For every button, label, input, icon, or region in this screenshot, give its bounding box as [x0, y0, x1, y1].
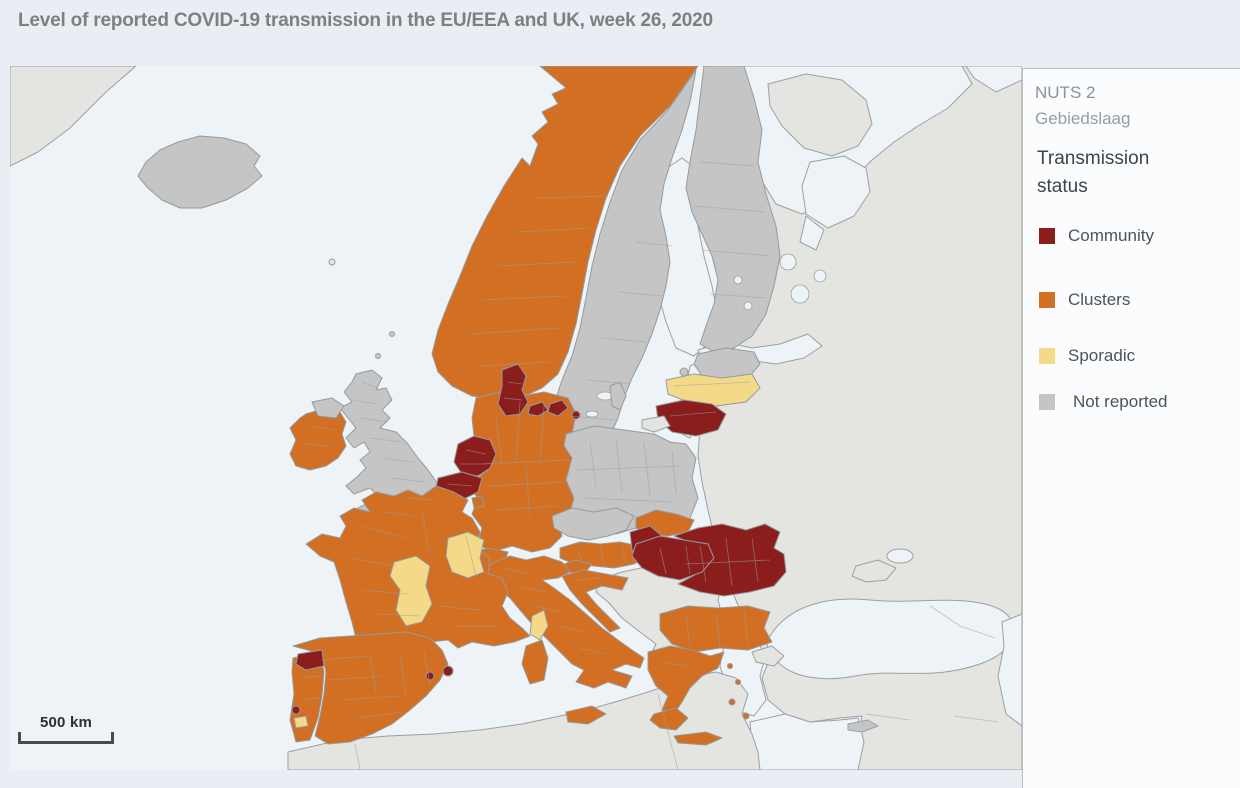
region-denmark	[497, 363, 529, 417]
region-iceland	[137, 135, 263, 209]
region-kola-peninsula	[767, 73, 873, 157]
region-portugal-alentejo	[293, 715, 309, 729]
region-netherlands	[453, 435, 497, 477]
legend-layer-sublabel: Gebiedslaag	[1035, 109, 1131, 128]
sporadic-swatch	[1039, 348, 1055, 365]
region-sicily	[565, 705, 607, 725]
europe-map-svg	[10, 66, 1022, 770]
region-luxembourg	[471, 495, 485, 509]
region-faroe	[328, 258, 336, 266]
region-crete	[673, 731, 723, 746]
region-bulgaria	[659, 605, 773, 653]
caspian-sea	[997, 613, 1022, 727]
region-portugal-norte	[295, 649, 325, 671]
legend-layer-name: NUTS 2	[1035, 83, 1096, 102]
region-aegean-islands	[727, 663, 750, 720]
clusters-swatch	[1039, 292, 1055, 309]
sea-of-azov	[886, 548, 914, 564]
community-swatch	[1039, 228, 1055, 245]
scale-bar-line	[18, 732, 114, 744]
lake-ladoga	[779, 253, 797, 271]
legend-item-label: Sporadic	[1068, 346, 1136, 366]
legend-item-sporadic: Sporadic	[1039, 346, 1230, 366]
legend-item-not-reported: Not reported	[1039, 392, 1230, 412]
region-saaremaa	[679, 367, 689, 377]
region-sardinia	[521, 639, 549, 685]
region-cyprus	[847, 719, 879, 733]
region-turkey-thrace	[751, 645, 785, 667]
lake-onega	[790, 284, 810, 304]
region-france-sporadic-west	[389, 555, 433, 627]
legend-item-clusters: Clusters	[1039, 290, 1230, 310]
east-mediterranean	[749, 713, 865, 770]
legend-item-community: Community	[1039, 226, 1230, 246]
legend-panel: NUTS 2 Gebiedslaag Transmission status C…	[1022, 68, 1240, 788]
legend-item-label: Not reported	[1073, 392, 1168, 412]
region-norway	[431, 66, 699, 401]
region-croatia	[561, 569, 629, 633]
nuts-borders	[299, 161, 999, 770]
region-crimea	[851, 559, 897, 583]
black-sea	[766, 598, 1015, 680]
arctic-corner-channel	[965, 66, 1022, 93]
map-scale-bar: 500 km	[18, 714, 114, 744]
region-northern-ireland	[311, 397, 345, 419]
lake-vattern	[585, 410, 599, 418]
region-hungary	[631, 535, 715, 581]
region-kaliningrad	[641, 415, 671, 433]
region-czechia	[551, 507, 635, 541]
region-france-sporadic-center	[445, 531, 485, 579]
white-sea	[801, 155, 871, 229]
scale-bar-label: 500 km	[39, 714, 93, 731]
region-shetland	[389, 331, 395, 337]
not-reported-swatch	[1039, 394, 1055, 411]
europe-map: 500 km	[10, 66, 1022, 770]
page-title: Level of reported COVID-19 transmission …	[18, 10, 713, 31]
finnish-lake-1	[733, 275, 743, 285]
region-bornholm	[571, 410, 581, 420]
lake-north	[813, 269, 827, 283]
region-spain	[292, 631, 449, 745]
finnish-lake-2	[743, 301, 753, 311]
region-peloponnese	[649, 707, 689, 731]
region-greenland	[10, 66, 137, 167]
region-latvia	[665, 373, 761, 407]
legend-item-label: Clusters	[1068, 290, 1131, 310]
region-denmark-islands	[527, 399, 569, 417]
legend-item-label: Community	[1068, 226, 1154, 246]
region-portugal-lisbon	[291, 705, 301, 715]
region-orkney	[375, 353, 381, 359]
region-ireland	[289, 407, 347, 471]
legend-title: Transmission status	[1037, 148, 1150, 197]
white-sea-arm	[799, 215, 825, 251]
region-corsica	[529, 609, 549, 641]
